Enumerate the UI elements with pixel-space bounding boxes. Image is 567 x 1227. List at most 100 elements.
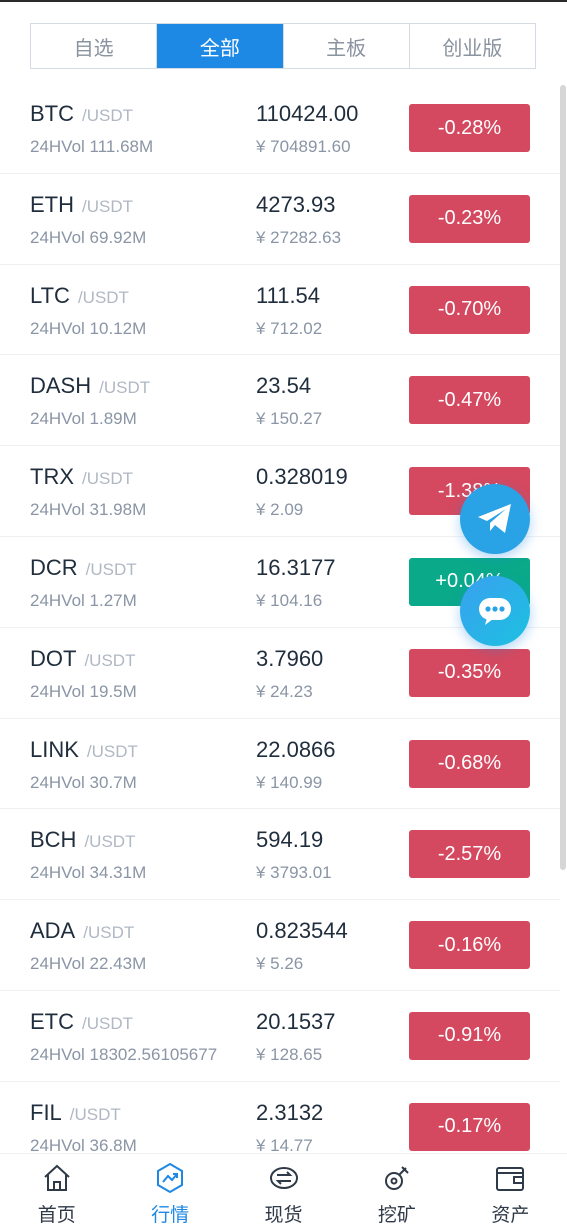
- base-symbol: DCR: [30, 554, 78, 580]
- market-row-bch[interactable]: BCH/USDT 24HVol 34.31M 594.19 ¥ 3793.01 -2.5…: [0, 809, 560, 901]
- change-badge[interactable]: -0.70%: [409, 285, 530, 334]
- base-symbol: BTC: [30, 101, 74, 126]
- quote-symbol: /USDT: [82, 469, 133, 489]
- market-row-link[interactable]: LINK/USDT 24HVol 30.7M 22.0866 ¥ 140.99 -0.6…: [0, 719, 560, 810]
- nav-spot[interactable]: 现货: [227, 1154, 340, 1227]
- change-badge[interactable]: -0.16%: [409, 921, 530, 970]
- scrollbar[interactable]: [560, 85, 566, 870]
- volume-24h: 24HVol 34.31M: [30, 863, 147, 883]
- nav-assets-label: 资产: [491, 1205, 530, 1226]
- tab-favorites[interactable]: 自选: [31, 24, 158, 68]
- pair-symbol: DCR/USDT: [30, 555, 137, 581]
- nav-home-label: 首页: [37, 1205, 76, 1226]
- volume-24h: 24HVol 1.89M: [30, 409, 137, 429]
- base-symbol: FIL: [30, 1099, 62, 1125]
- base-symbol: DOT: [30, 645, 77, 671]
- volume-24h: 24HVol 36.8M: [30, 1135, 137, 1155]
- tab-all[interactable]: 全部: [157, 24, 284, 68]
- volume-24h: 24HVol 18302.56105677: [30, 1044, 218, 1064]
- volume-24h: 24HVol 1.27M: [30, 590, 137, 610]
- base-symbol: ETH: [30, 191, 74, 217]
- market-row-dash[interactable]: DASH/USDT 24HVol 1.89M 23.54 ¥ 150.27 -0.47%: [0, 355, 560, 447]
- telegram-icon: [478, 504, 511, 533]
- market-row-ada[interactable]: ADA/USDT 24HVol 22.43M 0.823544 ¥ 5.26 -0.16…: [0, 900, 560, 991]
- base-symbol: LTC: [30, 282, 70, 308]
- base-symbol: LINK: [30, 736, 79, 762]
- quote-symbol: /USDT: [77, 287, 129, 307]
- quote-symbol: /USDT: [82, 1013, 133, 1033]
- change-badge[interactable]: -0.91%: [409, 1011, 530, 1060]
- change-badge[interactable]: -0.28%: [409, 104, 530, 152]
- pair-symbol: ETC/USDT: [30, 1009, 133, 1035]
- volume-24h: 24HVol 19.5M: [30, 681, 137, 701]
- telegram-button[interactable]: [460, 484, 530, 554]
- change-badge[interactable]: -0.35%: [409, 648, 530, 697]
- change-badge[interactable]: -0.17%: [409, 1102, 530, 1151]
- market-row-fil[interactable]: FIL/USDT 24HVol 36.8M 2.3132 ¥ 14.77 -0.17%: [0, 1082, 560, 1173]
- last-price: 110424.00: [256, 101, 359, 126]
- tab-main-board[interactable]: 主板: [284, 24, 410, 68]
- quote-symbol: /USDT: [82, 106, 133, 125]
- pair-symbol: BCH/USDT: [30, 827, 135, 853]
- price-cny: ¥ 14.77: [256, 1135, 313, 1155]
- change-badge[interactable]: -0.68%: [409, 739, 530, 788]
- nav-spot-label: 现货: [264, 1205, 303, 1226]
- mining-icon: [384, 1166, 409, 1190]
- pair-symbol: BTC/USDT: [30, 101, 133, 127]
- nav-mining-label: 挖矿: [377, 1205, 416, 1226]
- volume-24h: 24HVol 10.12M: [30, 318, 147, 338]
- last-price: 111.54: [256, 282, 321, 308]
- quote-symbol: /USDT: [82, 196, 133, 216]
- nav-mining[interactable]: 挖矿: [340, 1154, 453, 1227]
- market-row-btc[interactable]: BTC/USDT 24HVol 111.68M 110424.00 ¥ 704891.…: [0, 83, 560, 174]
- nav-home[interactable]: 首页: [0, 1154, 113, 1227]
- pair-symbol: ADA/USDT: [30, 918, 134, 944]
- last-price: 22.0866: [256, 736, 336, 762]
- chat-bubble-icon: [479, 598, 511, 625]
- price-cny: ¥ 5.26: [256, 954, 304, 974]
- price-cny: ¥ 3793.01: [256, 863, 332, 883]
- market-tabs: 自选 全部 主板 创业版: [30, 23, 536, 69]
- last-price: 0.328019: [256, 464, 348, 490]
- volume-24h: 24HVol 111.68M: [30, 137, 154, 156]
- last-price: 20.1537: [256, 1008, 336, 1034]
- market-row-ltc[interactable]: LTC/USDT 24HVol 10.12M 111.54 ¥ 712.02 -0.70…: [0, 265, 560, 356]
- pair-symbol: LTC/USDT: [30, 283, 129, 309]
- pair-symbol: LINK/USDT: [30, 737, 138, 763]
- market-row-dot[interactable]: DOT/USDT 24HVol 19.5M 3.7960 ¥ 24.23 -0.35%: [0, 628, 560, 719]
- market-list: BTC/USDT 24HVol 111.68M 110424.00 ¥ 704891.…: [0, 83, 560, 1173]
- price-cny: ¥ 104.16: [256, 590, 323, 610]
- exchange-icon: [269, 1167, 298, 1189]
- price-cny: ¥ 128.65: [256, 1044, 323, 1064]
- price-cny: ¥ 24.23: [256, 681, 313, 701]
- nav-market[interactable]: 行情: [113, 1154, 226, 1227]
- pair-symbol: FIL/USDT: [30, 1100, 121, 1126]
- base-symbol: TRX: [30, 464, 74, 490]
- pair-symbol: TRX/USDT: [30, 464, 133, 490]
- base-symbol: ADA: [30, 918, 76, 944]
- nav-assets[interactable]: 资产: [454, 1154, 567, 1227]
- change-badge[interactable]: -0.47%: [409, 376, 530, 425]
- market-row-etc[interactable]: ETC/USDT 24HVol 18302.56105677 20.1537 ¥ 12…: [0, 991, 560, 1082]
- market-chart-icon: [157, 1162, 184, 1194]
- pair-symbol: ETH/USDT: [30, 192, 133, 218]
- change-badge[interactable]: -0.23%: [409, 194, 530, 243]
- bottom-nav: 首页 行情 现货 挖矿 资产: [0, 1153, 567, 1227]
- pair-symbol: DASH/USDT: [30, 373, 150, 399]
- market-row-eth[interactable]: ETH/USDT 24HVol 69.92M 4273.93 ¥ 27282.63 -0…: [0, 174, 560, 265]
- top-divider: [0, 0, 567, 2]
- quote-symbol: /USDT: [69, 1104, 121, 1124]
- base-symbol: DASH: [30, 373, 92, 399]
- last-price: 2.3132: [256, 1099, 324, 1125]
- quote-symbol: /USDT: [85, 559, 137, 579]
- last-price: 16.3177: [256, 554, 336, 580]
- volume-24h: 24HVol 69.92M: [30, 227, 147, 247]
- tab-growth-board[interactable]: 创业版: [442, 37, 503, 60]
- chat-button[interactable]: [460, 576, 530, 646]
- quote-symbol: /USDT: [83, 923, 135, 943]
- market-row-dcr[interactable]: DCR/USDT 24HVol 1.27M 16.3177 ¥ 104.16 +0.04…: [0, 537, 560, 628]
- last-price: 594.19: [256, 827, 324, 853]
- wallet-icon: [496, 1167, 525, 1191]
- change-badge[interactable]: -2.57%: [409, 830, 530, 879]
- price-cny: ¥ 2.09: [256, 500, 304, 520]
